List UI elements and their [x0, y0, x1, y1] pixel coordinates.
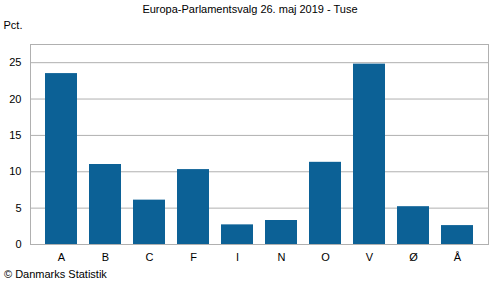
svg-text:25: 25: [9, 56, 21, 68]
svg-text:V: V: [366, 251, 374, 263]
svg-text:A: A: [58, 251, 66, 263]
svg-text:Pct.: Pct.: [4, 19, 23, 31]
svg-text:15: 15: [9, 129, 21, 141]
svg-text:5: 5: [15, 202, 21, 214]
svg-text:N: N: [278, 251, 286, 263]
svg-text:B: B: [102, 251, 109, 263]
svg-text:F: F: [190, 251, 197, 263]
svg-text:Å: Å: [454, 251, 462, 263]
svg-text:O: O: [321, 251, 330, 263]
svg-text:10: 10: [9, 165, 21, 177]
html-text:Europa-Parlamentsvalg 26. maj: Europa-Parlamentsvalg 26. maj 2019 - Tus…: [142, 3, 358, 15]
svg-text:Ø: Ø: [409, 251, 418, 263]
svg-text:C: C: [146, 251, 154, 263]
svg-text:I: I: [236, 251, 239, 263]
html-text:© Danmarks Statistik: © Danmarks Statistik: [4, 268, 107, 280]
svg-text:0: 0: [15, 238, 21, 250]
svg-text:20: 20: [9, 93, 21, 105]
